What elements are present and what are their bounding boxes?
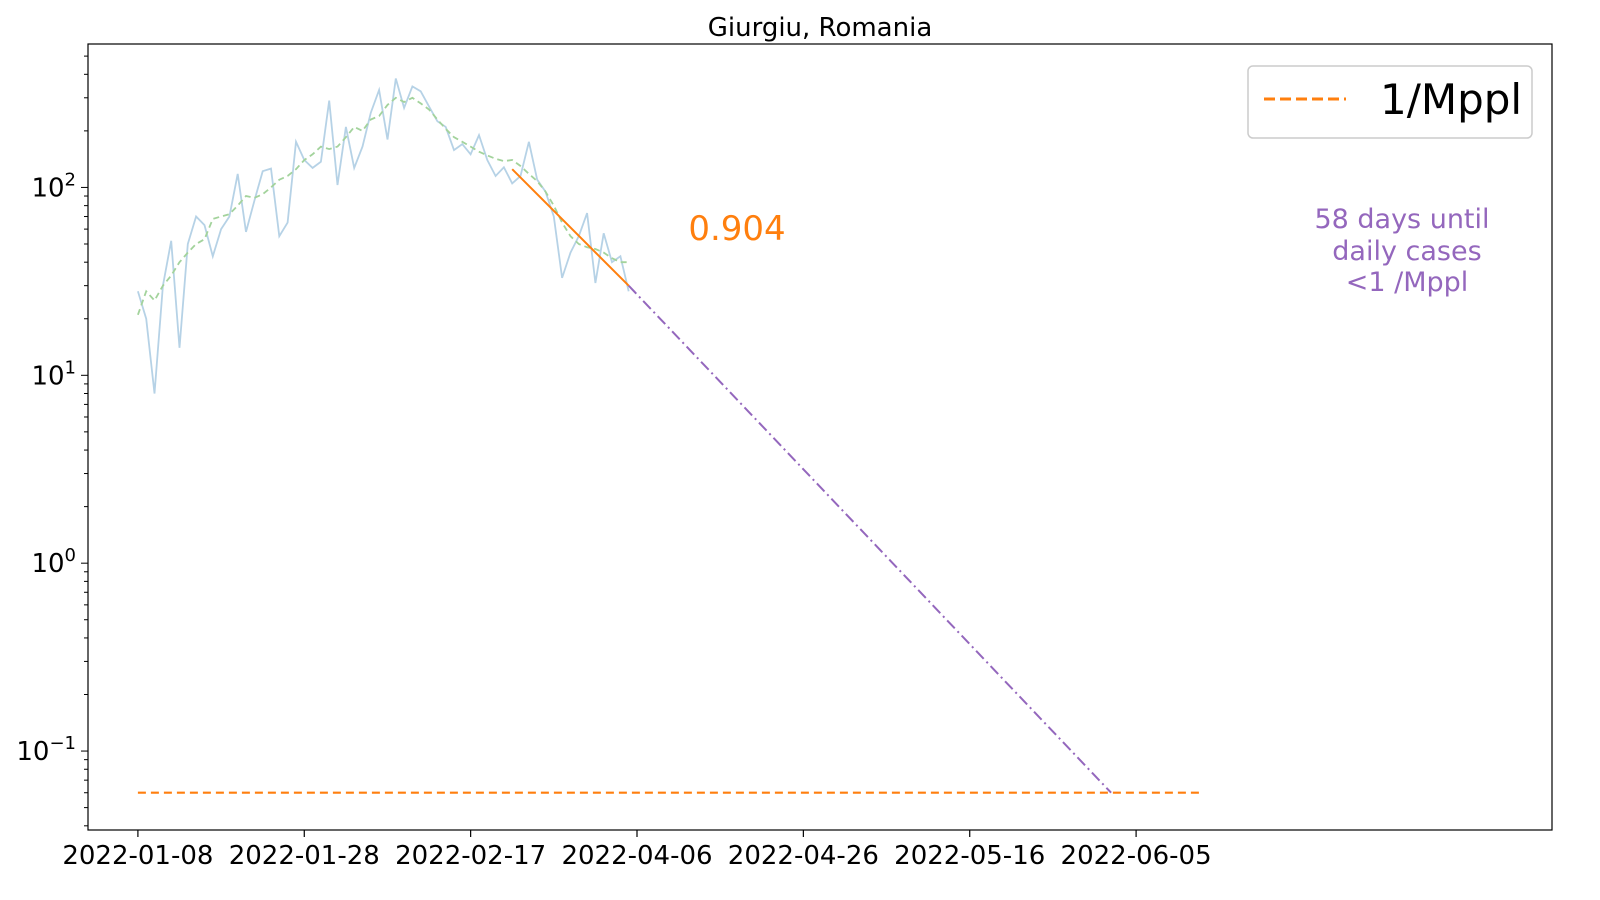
y-tick-label: 102 — [31, 169, 76, 203]
note-line-2: daily cases — [1332, 236, 1481, 267]
note-line-3: <1 /Mppl — [1346, 267, 1469, 298]
chart-title: Giurgiu, Romania — [708, 13, 933, 43]
y-tick-label: 101 — [31, 357, 76, 391]
plot-area-frame — [87, 43, 1553, 831]
legend: 1/Mppl — [1247, 65, 1533, 139]
x-tick-label: 2022-01-08 — [62, 841, 213, 871]
days-until-note: 58 days until daily cases <1 /Mppl — [1314, 204, 1489, 298]
x-tick-label: 2022-01-28 — [229, 841, 380, 871]
x-tick-label: 2022-04-06 — [561, 841, 712, 871]
x-tick-label: 2022-06-05 — [1061, 841, 1212, 871]
x-tick-label: 2022-02-17 — [395, 841, 546, 871]
y-tick-label: 100 — [31, 545, 76, 579]
legend-box — [1247, 65, 1533, 139]
x-tick-label: 2022-04-26 — [728, 841, 879, 871]
series-projection — [627, 285, 1112, 794]
series-daily — [137, 78, 630, 394]
rate-annotation: 0.904 — [688, 209, 785, 249]
series-rolling-average — [137, 96, 629, 316]
note-line-1: 58 days until — [1314, 204, 1489, 235]
series-layer — [137, 78, 1203, 794]
y-tick-label: 10−1 — [16, 733, 76, 767]
axis-ticks: 2022-01-08 2022-01-28 2022-02-17 2022-04-06… — [16, 55, 1212, 871]
legend-label-threshold: 1/Mppl — [1380, 75, 1522, 124]
series-fit — [511, 168, 630, 287]
x-tick-label: 2022-05-16 — [894, 841, 1045, 871]
